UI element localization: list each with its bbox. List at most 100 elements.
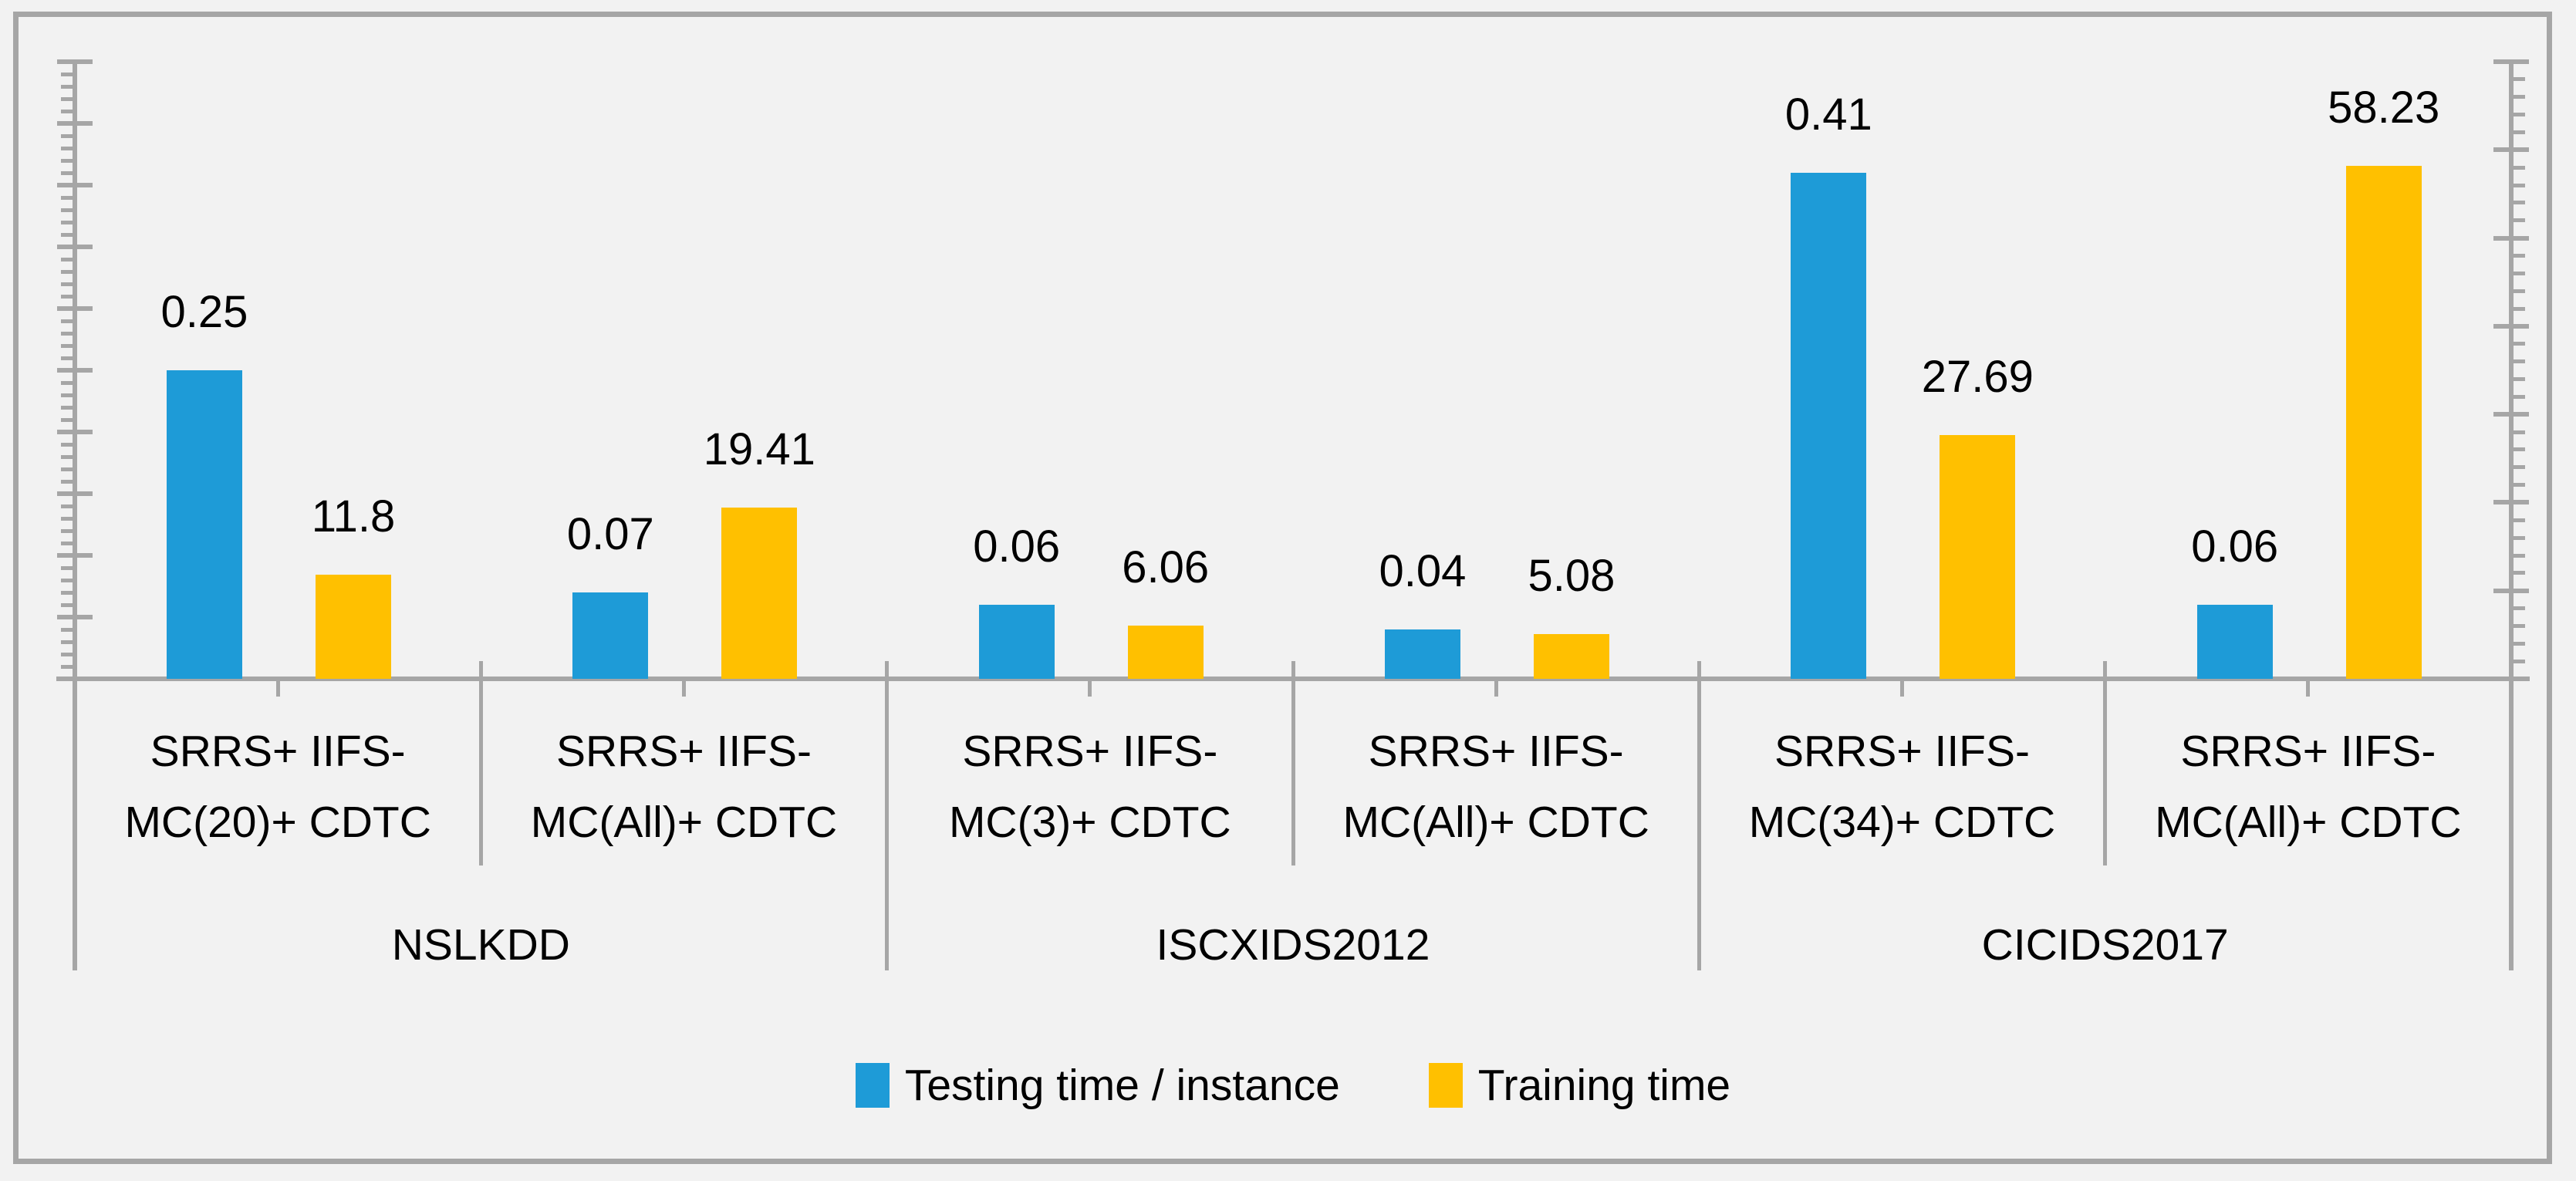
- right-axis-minor-tick: [2511, 518, 2525, 522]
- category-axis-label: SRRS+ IIFS- MC(All)+ CDTC: [1342, 727, 1649, 847]
- left-axis-major-tick: [57, 121, 93, 126]
- right-axis-minor-tick: [2511, 553, 2525, 558]
- data-label-training-time: 27.69: [1921, 351, 2034, 402]
- data-label-testing-time: 0.06: [973, 521, 1061, 572]
- category-center-tick: [1494, 679, 1498, 697]
- right-axis-minor-tick: [2511, 359, 2525, 364]
- left-axis-minor-tick: [61, 393, 75, 397]
- legend-item-testing-time: Testing time / instance: [855, 1060, 1340, 1111]
- left-axis-major-tick: [57, 183, 93, 187]
- right-axis-major-tick: [2493, 500, 2529, 505]
- right-axis-major-tick: [2493, 59, 2529, 64]
- left-axis-minor-tick: [61, 380, 75, 385]
- category-axis-label: SRRS+ IIFS- MC(All)+ CDTC: [2155, 727, 2462, 847]
- category-center-tick: [1900, 679, 1904, 697]
- data-label-testing-time: 0.06: [2191, 521, 2279, 572]
- left-axis-major-tick: [57, 491, 93, 496]
- category-center-tick: [2306, 679, 2311, 697]
- right-axis-major-tick: [2493, 235, 2529, 241]
- bar-testing-time: [978, 605, 1055, 679]
- right-axis-minor-tick: [2511, 376, 2525, 381]
- legend-item-training-time: Training time: [1428, 1060, 1730, 1111]
- left-axis-minor-tick: [61, 343, 75, 348]
- left-axis-minor-tick: [61, 331, 75, 336]
- left-axis-major-tick: [57, 368, 93, 373]
- bar-testing-time: [2196, 605, 2273, 679]
- left-axis-minor-tick: [61, 170, 75, 175]
- data-label-testing-time: 0.04: [1379, 546, 1467, 596]
- left-axis-minor-tick: [61, 516, 75, 521]
- right-axis-minor-tick: [2511, 271, 2525, 275]
- category-axis-label: SRRS+ IIFS- MC(20)+ CDTC: [124, 727, 431, 847]
- left-axis-minor-tick: [61, 84, 75, 89]
- data-label-testing-time: 0.07: [566, 509, 654, 559]
- left-axis-major-tick: [57, 245, 93, 249]
- right-axis-major-tick: [2493, 147, 2529, 153]
- left-axis-minor-tick: [61, 133, 75, 138]
- right-axis-minor-tick: [2511, 465, 2525, 470]
- right-axis-minor-tick: [2511, 342, 2525, 346]
- right-axis-minor-tick: [2511, 218, 2525, 223]
- category-center-tick: [1088, 679, 1092, 697]
- category-center-tick: [275, 679, 280, 697]
- right-axis-minor-tick: [2511, 571, 2525, 575]
- bar-training-time: [1940, 434, 2016, 679]
- left-axis-minor-tick: [61, 442, 75, 447]
- left-axis-minor-tick: [61, 319, 75, 323]
- right-axis-minor-tick: [2511, 430, 2525, 434]
- dataset-axis-label: CICIDS2017: [1981, 920, 2229, 970]
- left-axis-minor-tick: [61, 590, 75, 595]
- left-axis-minor-tick: [61, 417, 75, 422]
- right-axis-minor-tick: [2511, 659, 2525, 663]
- right-axis-major-tick: [2493, 412, 2529, 417]
- data-label-training-time: 19.41: [703, 424, 815, 475]
- right-axis-minor-tick: [2511, 483, 2525, 488]
- left-axis-minor-tick: [61, 72, 75, 76]
- right-axis-major-tick: [2493, 323, 2529, 329]
- right-axis-minor-tick: [2511, 77, 2525, 82]
- dataset-axis-label: NSLKDD: [391, 920, 570, 970]
- category-axis-label: SRRS+ IIFS- MC(34)+ CDTC: [1748, 727, 2056, 847]
- left-axis-minor-tick: [61, 269, 75, 274]
- left-axis-minor-tick: [61, 294, 75, 299]
- data-label-training-time: 58.23: [2328, 82, 2440, 133]
- left-axis-minor-tick: [61, 504, 75, 508]
- right-axis-minor-tick: [2511, 113, 2525, 117]
- dataset-separator-line: [1697, 661, 1701, 970]
- right-axis-minor-tick: [2511, 606, 2525, 611]
- right-axis-minor-tick: [2511, 623, 2525, 628]
- category-axis-label: SRRS+ IIFS- MC(All)+ CDTC: [530, 727, 838, 847]
- bar-training-time: [721, 508, 798, 679]
- left-axis-minor-tick: [61, 664, 75, 669]
- category-center-tick: [682, 679, 686, 697]
- category-axis-label: SRRS+ IIFS- MC(3)+ CDTC: [948, 727, 1231, 847]
- left-axis-minor-tick: [61, 454, 75, 459]
- data-label-training-time: 5.08: [1528, 550, 1615, 601]
- right-axis-minor-tick: [2511, 130, 2525, 134]
- data-label-training-time: 6.06: [1122, 542, 1210, 592]
- bar-training-time: [2345, 165, 2422, 679]
- left-axis-minor-tick: [61, 158, 75, 163]
- left-axis-minor-tick: [61, 627, 75, 632]
- left-axis-major-tick: [57, 59, 93, 64]
- bar-training-time: [316, 575, 391, 679]
- left-axis-minor-tick: [61, 220, 75, 224]
- left-axis-major-tick: [57, 306, 93, 311]
- left-axis-major-tick: [57, 615, 93, 619]
- right-axis-minor-tick: [2511, 201, 2525, 205]
- left-axis-minor-tick: [61, 578, 75, 582]
- data-label-testing-time: 0.25: [160, 287, 248, 337]
- left-axis-minor-tick: [61, 467, 75, 471]
- bar-training-time: [1127, 625, 1204, 679]
- bar-training-time: [1534, 633, 1609, 679]
- right-axis-minor-tick: [2511, 394, 2525, 399]
- bar-testing-time: [572, 592, 649, 679]
- right-value-axis: [2509, 59, 2514, 970]
- left-axis-minor-tick: [61, 109, 75, 113]
- right-axis-minor-tick: [2511, 165, 2525, 170]
- right-axis-minor-tick: [2511, 641, 2525, 646]
- left-axis-minor-tick: [61, 232, 75, 237]
- legend-label-testing-time: Testing time / instance: [904, 1061, 1340, 1110]
- bar-testing-time: [1791, 173, 1867, 679]
- category-separator-line: [478, 661, 483, 866]
